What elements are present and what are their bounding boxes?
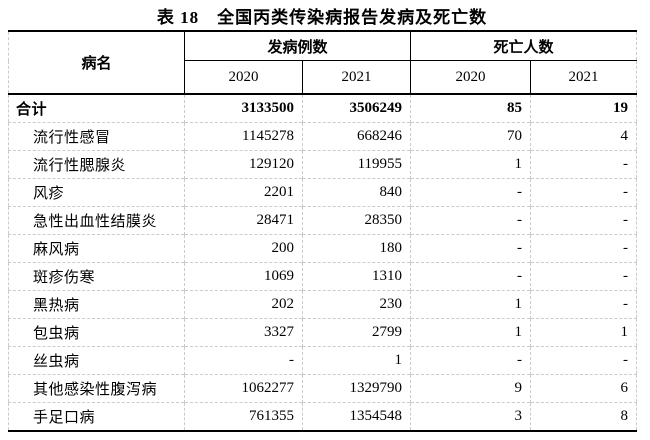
table-row: 黑热病 202 230 1- <box>8 290 637 319</box>
header-cases-group: 发病例数 <box>184 31 412 61</box>
cases-2021-cell: 180 <box>302 234 412 263</box>
cases-2021-cell: 119955 <box>302 150 412 179</box>
deaths-2020-cell: 3 <box>410 402 532 431</box>
disease-name-cell: 风疹 <box>8 178 185 207</box>
disease-name-cell: 急性出血性结膜炎 <box>8 206 185 235</box>
table-header: 病名 发病例数 死亡人数 2020 2021 2020 2021 <box>8 31 637 95</box>
table-row: 麻风病 200 180- - <box>8 234 637 263</box>
table-row: 流行性腮腺炎 129120 119955 1- <box>8 150 637 179</box>
deaths-2021-cell: 6 <box>530 374 637 403</box>
table-row: 流行性感冒 1145278 668246 70 4 <box>8 122 637 151</box>
disease-name-cell: 手足口病 <box>8 402 185 431</box>
deaths-2021-cell: - <box>530 290 637 319</box>
deaths-2021-cell: 4 <box>530 122 637 151</box>
header-cases-2020: 2020 <box>184 60 303 95</box>
deaths-2020-cell: 1 <box>410 150 532 179</box>
cases-2020-cell: 1145278 <box>184 122 303 151</box>
cases-2021-cell: 1 <box>302 346 412 375</box>
header-cases-2021: 2021 <box>302 60 412 95</box>
disease-name-cell: 麻风病 <box>8 234 185 263</box>
table-row: 手足口病 761355 1354548 3 8 <box>8 402 637 431</box>
cases-2020-cell: 3327 <box>184 318 303 347</box>
cases-2020-cell: 202 <box>184 290 303 319</box>
header-group-row: 病名 发病例数 死亡人数 <box>8 31 637 95</box>
deaths-2021-cell: - <box>530 346 637 375</box>
cases-2021-cell: 1329790 <box>302 374 412 403</box>
cases-2020-cell: 2201 <box>184 178 303 207</box>
cases-2021-cell: 840 <box>302 178 412 207</box>
cases-2020-cell: 761355 <box>184 402 303 431</box>
table-title: 表 18 全国丙类传染病报告发病及死亡数 <box>156 8 488 27</box>
header-deaths-2020: 2020 <box>410 60 532 95</box>
deaths-2020-cell: - <box>410 206 532 235</box>
cases-2021-cell: 3506249 <box>302 93 412 123</box>
cases-2021-cell: 668246 <box>302 122 412 151</box>
cases-2020-cell: 3133500 <box>184 93 303 123</box>
cases-2021-cell: 230 <box>302 290 412 319</box>
cases-2020-cell: 28471 <box>184 206 303 235</box>
disease-name-cell: 合计 <box>8 93 185 123</box>
table-row: 风疹 2201 840- - <box>8 178 637 207</box>
deaths-2020-cell: 9 <box>410 374 532 403</box>
deaths-2020-cell: 1 <box>410 318 532 347</box>
disease-name-cell: 丝虫病 <box>8 346 185 375</box>
disease-name-cell: 流行性感冒 <box>8 122 185 151</box>
header-disease-name: 病名 <box>8 31 185 95</box>
disease-name-cell: 流行性腮腺炎 <box>8 150 185 179</box>
deaths-2020-cell: - <box>410 346 532 375</box>
table-row: 包虫病 3327 2799 1 1 <box>8 318 637 347</box>
cases-2021-cell: 2799 <box>302 318 412 347</box>
header-deaths-2021: 2021 <box>530 60 637 95</box>
cases-2020-cell: 1062277 <box>184 374 303 403</box>
cases-2020-cell: 1069 <box>184 262 303 291</box>
deaths-2021-cell: 8 <box>530 402 637 431</box>
disease-name-cell: 黑热病 <box>8 290 185 319</box>
cases-2020-cell: 129120 <box>184 150 303 179</box>
table-row: 丝虫病 -1- - <box>8 346 637 375</box>
deaths-2021-cell: - <box>530 178 637 207</box>
header-year-row: 2020 2021 2020 2021 <box>9 60 637 95</box>
deaths-2020-cell: - <box>410 234 532 263</box>
header-deaths-group: 死亡人数 <box>410 31 637 61</box>
deaths-2020-cell: 1 <box>410 290 532 319</box>
deaths-2020-cell: - <box>410 262 532 291</box>
total-row: 合计 3133500 3506249 85 19 <box>8 93 637 123</box>
deaths-2021-cell: 19 <box>530 93 637 123</box>
cases-2021-cell: 1354548 <box>302 402 412 431</box>
cases-2020-cell: 200 <box>184 234 303 263</box>
table-body: 合计 3133500 3506249 85 19 流行性感冒 1145278 668246 70… <box>8 93 637 431</box>
deaths-2020-cell: 70 <box>410 122 532 151</box>
deaths-2021-cell: - <box>530 150 637 179</box>
table-row: 急性出血性结膜炎 28471 28350- - <box>8 206 637 235</box>
cases-2020-cell: - <box>184 346 303 375</box>
deaths-2020-cell: 85 <box>410 93 532 123</box>
deaths-2021-cell: - <box>530 206 637 235</box>
disease-name-cell: 包虫病 <box>8 318 185 347</box>
table-row: 其他感染性腹泻病 1062277 1329790 9 6 <box>8 374 637 403</box>
cases-2021-cell: 28350 <box>302 206 412 235</box>
deaths-2021-cell: 1 <box>530 318 637 347</box>
deaths-2021-cell: - <box>530 262 637 291</box>
deaths-2020-cell: - <box>410 178 532 207</box>
table-row: 斑疹伤寒 1069 1310- - <box>8 262 637 291</box>
disease-name-cell: 斑疹伤寒 <box>8 262 185 291</box>
deaths-2021-cell: - <box>530 234 637 263</box>
cases-2021-cell: 1310 <box>302 262 412 291</box>
infectious-disease-table: 病名 发病例数 死亡人数 2020 2021 2020 2021 合计 31335… <box>8 30 638 432</box>
disease-name-cell: 其他感染性腹泻病 <box>8 374 185 403</box>
